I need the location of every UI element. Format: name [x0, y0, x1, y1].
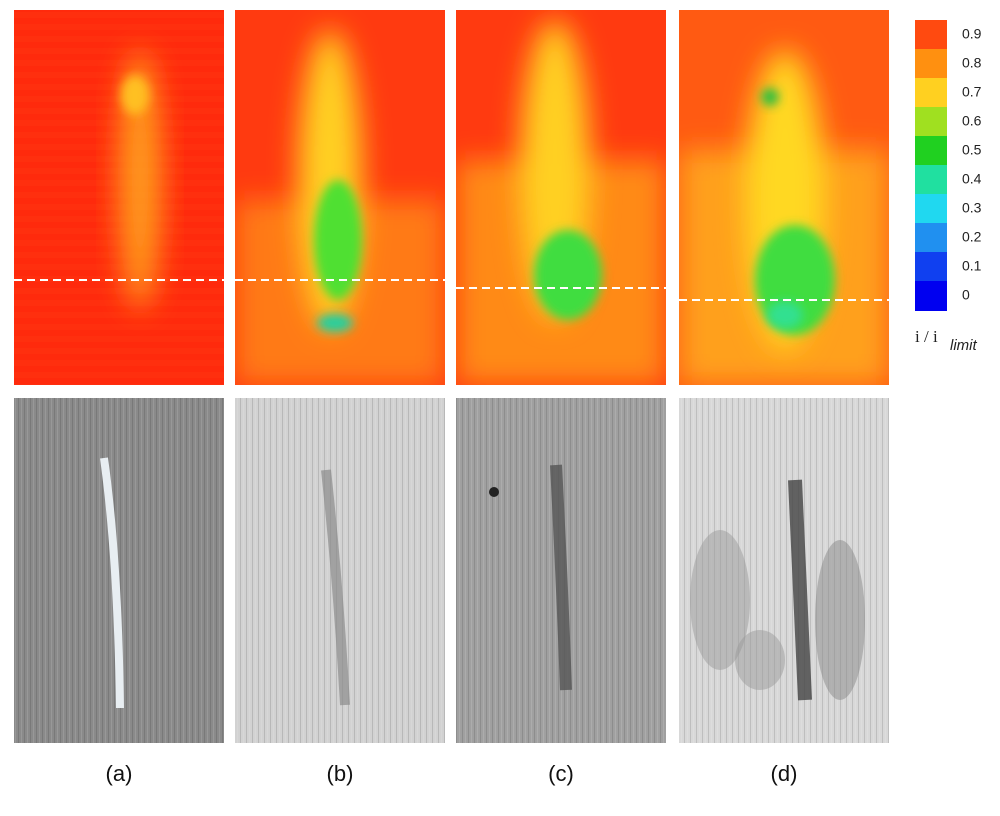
colorbar-tick-label: 0.3 [962, 200, 982, 216]
colorbar-tick-label: 0.9 [962, 26, 982, 42]
colorbar-ticks: 0.9 0.8 0.7 0.6 0.5 0.4 0.3 0.2 0.1 0 [962, 26, 982, 303]
heatmap-a [14, 10, 224, 385]
colorbar-tick-label: 0.7 [962, 84, 982, 100]
colorbar-label: i / i [915, 327, 938, 346]
colorbar-tick-label: 0 [962, 287, 970, 303]
colorbar-tick-label: 0.6 [962, 113, 982, 129]
panel-labels: (a) (b) (c) (d) [106, 761, 798, 786]
photo-b [235, 398, 445, 743]
photo-a [14, 398, 224, 743]
colorbar-tick-label: 0.5 [962, 142, 982, 158]
panel-label: (d) [771, 761, 798, 786]
colorbar-tick-label: 0.1 [962, 258, 982, 274]
colorbar [915, 20, 947, 311]
panel-label: (c) [548, 761, 574, 786]
colorbar-tick-label: 0.8 [962, 55, 982, 71]
panel-label: (b) [327, 761, 354, 786]
photo-c [456, 398, 666, 743]
photo-d [679, 398, 889, 743]
colorbar-tick-label: 0.2 [962, 229, 982, 245]
heatmap-d [679, 10, 889, 385]
panel-label: (a) [106, 761, 133, 786]
colorbar-tick-label: 0.4 [962, 171, 982, 187]
heatmap-b [235, 10, 445, 385]
colorbar-label-sub: limit [950, 337, 977, 354]
heatmap-c [456, 10, 666, 385]
